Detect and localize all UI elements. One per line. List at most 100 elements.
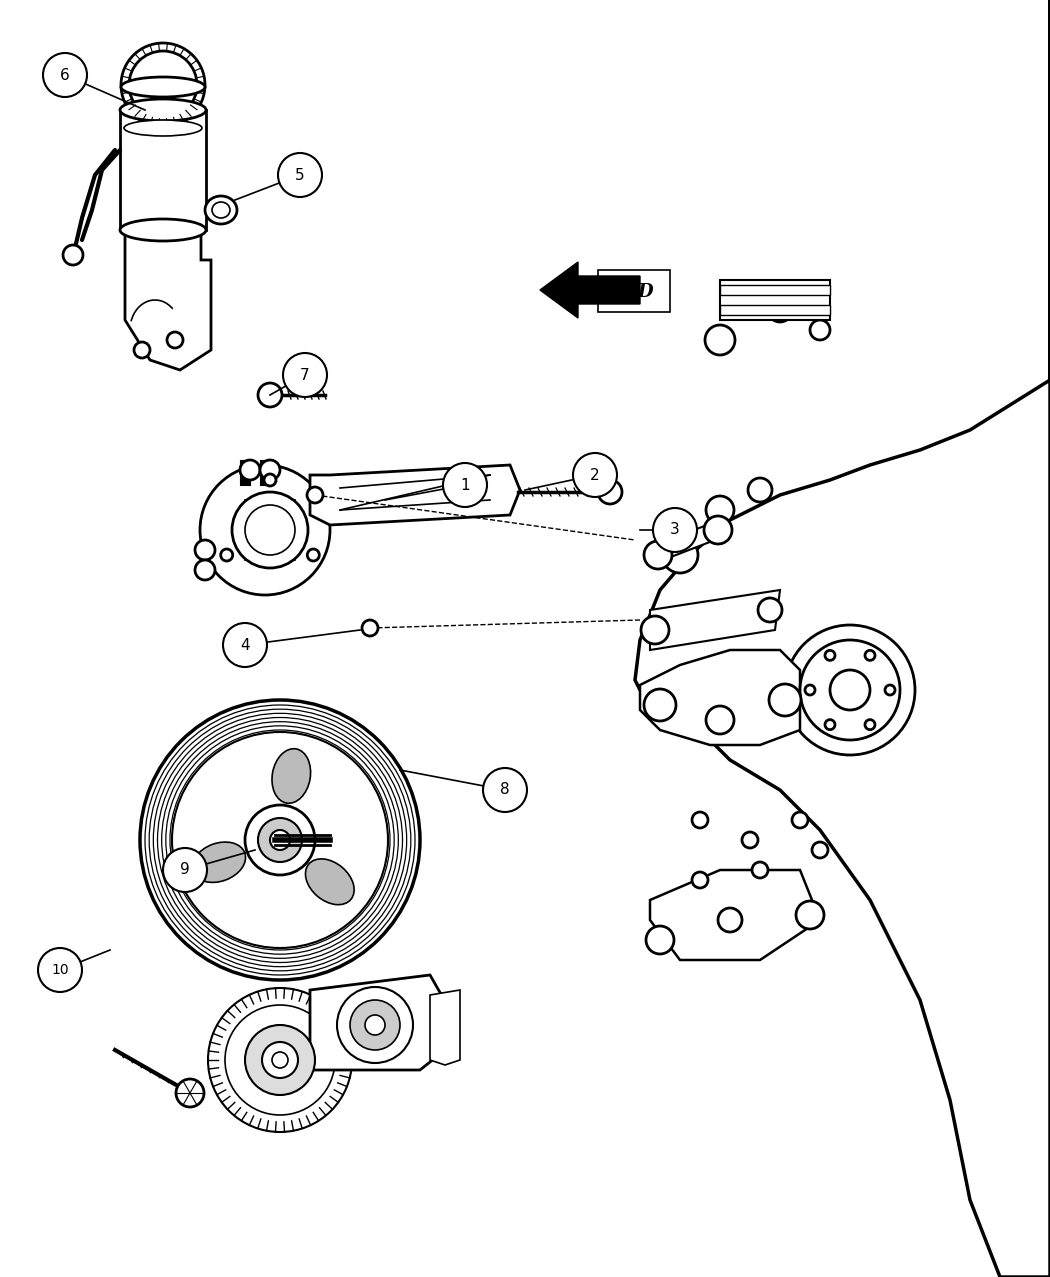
Circle shape (262, 1042, 298, 1078)
Circle shape (830, 670, 870, 710)
Text: 1: 1 (460, 478, 469, 493)
Ellipse shape (272, 748, 311, 803)
Circle shape (223, 623, 267, 667)
Circle shape (800, 640, 900, 739)
Polygon shape (120, 110, 206, 230)
Circle shape (264, 474, 276, 487)
Circle shape (769, 684, 801, 716)
Circle shape (573, 453, 617, 497)
Circle shape (278, 153, 322, 197)
Circle shape (38, 948, 82, 992)
Circle shape (443, 464, 487, 507)
Text: 8: 8 (500, 783, 510, 798)
Circle shape (129, 51, 197, 119)
Circle shape (640, 616, 669, 644)
Polygon shape (310, 465, 520, 525)
Circle shape (232, 492, 308, 568)
Text: FWD: FWD (605, 283, 653, 301)
Polygon shape (720, 280, 830, 321)
Circle shape (865, 650, 875, 660)
Ellipse shape (120, 100, 206, 121)
Circle shape (134, 342, 150, 358)
Circle shape (758, 598, 782, 622)
Circle shape (810, 321, 830, 340)
Text: 10: 10 (51, 963, 69, 977)
Circle shape (240, 460, 260, 480)
Text: 4: 4 (240, 637, 250, 653)
Polygon shape (430, 990, 460, 1065)
Circle shape (163, 848, 207, 893)
Circle shape (200, 465, 330, 595)
Polygon shape (720, 305, 830, 315)
Text: 3: 3 (670, 522, 680, 538)
Circle shape (692, 812, 708, 827)
Ellipse shape (306, 859, 354, 904)
Circle shape (706, 495, 734, 524)
Circle shape (270, 830, 290, 850)
Text: 2: 2 (590, 467, 600, 483)
Circle shape (796, 902, 824, 928)
Polygon shape (650, 520, 720, 564)
Polygon shape (650, 590, 780, 650)
Circle shape (805, 684, 815, 695)
Text: 7: 7 (300, 368, 310, 383)
Circle shape (865, 720, 875, 729)
Circle shape (785, 624, 915, 755)
Polygon shape (310, 976, 450, 1070)
Circle shape (225, 1005, 335, 1115)
Circle shape (768, 298, 792, 322)
Circle shape (706, 706, 734, 734)
Circle shape (195, 540, 215, 561)
Circle shape (704, 516, 732, 544)
Polygon shape (720, 285, 830, 295)
Ellipse shape (192, 842, 246, 882)
Circle shape (483, 767, 527, 812)
Ellipse shape (212, 202, 230, 218)
Ellipse shape (205, 195, 237, 223)
Circle shape (365, 1015, 385, 1034)
Circle shape (742, 833, 758, 848)
Circle shape (337, 987, 413, 1062)
Ellipse shape (124, 120, 202, 135)
Circle shape (63, 245, 83, 266)
Circle shape (172, 732, 388, 948)
Circle shape (692, 872, 708, 888)
Circle shape (308, 549, 319, 561)
Polygon shape (245, 501, 295, 561)
Polygon shape (125, 235, 211, 370)
Circle shape (245, 805, 315, 875)
Polygon shape (635, 0, 1050, 1277)
Text: 6: 6 (60, 68, 70, 83)
Circle shape (195, 561, 215, 580)
Circle shape (307, 487, 323, 503)
Circle shape (705, 326, 735, 355)
Circle shape (812, 842, 828, 858)
Circle shape (245, 504, 295, 555)
Text: 9: 9 (181, 862, 190, 877)
Circle shape (598, 480, 622, 504)
Ellipse shape (120, 218, 206, 241)
Circle shape (350, 1000, 400, 1050)
Circle shape (121, 43, 205, 126)
Circle shape (644, 541, 672, 570)
Text: 5: 5 (295, 167, 304, 183)
Circle shape (362, 621, 378, 636)
Circle shape (662, 538, 698, 573)
Circle shape (653, 508, 697, 552)
Circle shape (272, 1052, 288, 1068)
Circle shape (644, 690, 676, 722)
Circle shape (258, 383, 282, 407)
Circle shape (748, 478, 772, 502)
Circle shape (258, 819, 302, 862)
Circle shape (792, 812, 809, 827)
Circle shape (284, 352, 327, 397)
Circle shape (208, 988, 352, 1131)
Circle shape (43, 54, 87, 97)
Polygon shape (640, 650, 800, 744)
Polygon shape (540, 262, 640, 318)
Circle shape (260, 460, 280, 480)
Circle shape (167, 332, 183, 349)
Ellipse shape (121, 77, 205, 97)
Circle shape (825, 650, 835, 660)
Circle shape (176, 1079, 204, 1107)
